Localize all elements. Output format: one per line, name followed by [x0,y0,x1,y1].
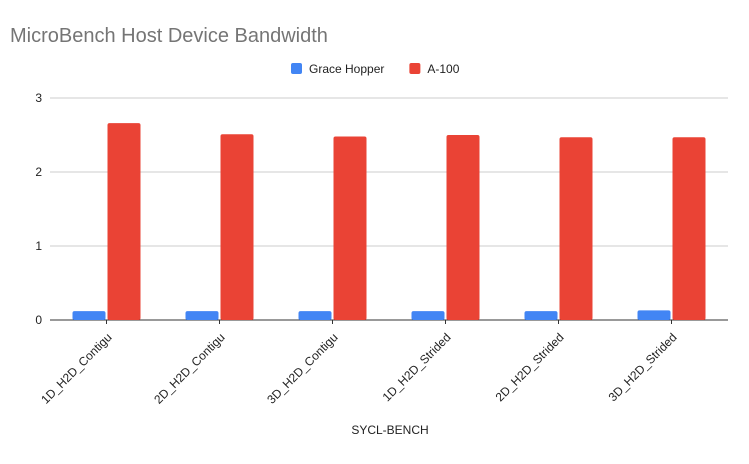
bar-a-100 [220,134,254,320]
bar-grace-hopper [72,311,106,320]
x-tick-label: 1D_H2D_Strided [380,330,454,404]
gridlines: 0 1 2 3 [35,91,728,327]
bar-a-100 [559,137,593,320]
y-tick-label: 0 [35,313,42,327]
x-tick-label: 3D_H2D_Strided [606,330,680,404]
bar-a-100 [107,123,141,320]
bar-grace-hopper [524,311,558,320]
x-tick-label: 3D_H2D_Contigu [264,330,340,406]
bar-grace-hopper [637,310,671,320]
x-axis-title: SYCL-BENCH [351,423,428,437]
x-tick-label: 2D_H2D_Contigu [151,330,227,406]
legend-swatch [409,63,421,74]
x-tick-label: 1D_H2D_Contigu [38,330,114,406]
bar-a-100 [333,136,367,320]
bar-a-100 [446,135,480,320]
bar-grace-hopper [185,311,219,320]
chart-title: MicroBench Host Device Bandwidth [10,25,328,47]
x-tick-labels: 1D_H2D_Contigu 2D_H2D_Contigu 3D_H2D_Conti… [38,320,680,407]
legend-label: A-100 [427,62,459,76]
x-tick-label: 2D_H2D_Strided [493,330,567,404]
y-tick-label: 3 [35,91,42,105]
bars [72,123,706,320]
legend-label: Grace Hopper [309,62,384,76]
y-tick-label: 2 [35,165,42,179]
bar-grace-hopper [411,311,445,320]
bar-grace-hopper [298,311,332,320]
legend-swatch [291,63,302,74]
y-tick-label: 1 [35,239,42,253]
legend: Grace Hopper A-100 [291,62,460,76]
bar-a-100 [672,137,706,320]
